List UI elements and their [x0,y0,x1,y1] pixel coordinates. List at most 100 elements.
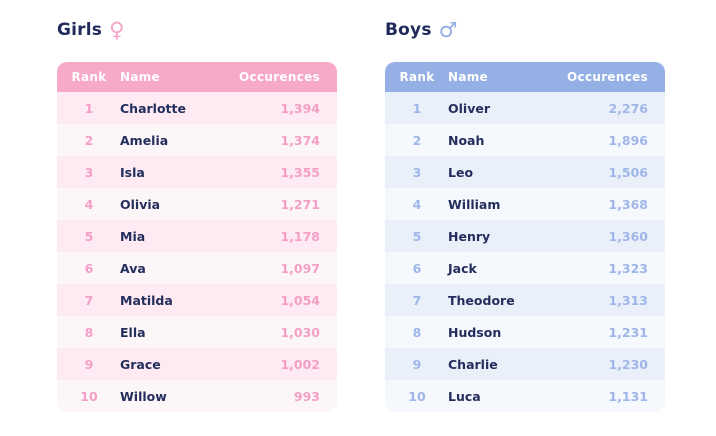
occurrences-cell: 993 [293,388,320,404]
occurrences-cell: 2,276 [608,100,648,116]
rank-cell: 8 [84,324,94,340]
occurrences-column-header: Occurences [239,70,320,84]
occurrences-cell: 1,230 [608,356,648,372]
boys-table-panel: Boys ♂ Rank Name Occurences 1 Oliver 2,276… [385,16,665,412]
occurrences-cell: 1,896 [608,132,648,148]
girls-title: Girls [57,20,103,40]
occurrences-cell: 1,394 [280,100,320,116]
rank-cell: 2 [84,132,94,148]
name-cell: Charlotte [120,100,186,116]
name-cell: Ella [120,324,146,340]
name-cell: Theodore [448,292,515,308]
rank-cell: 8 [412,324,422,340]
name-cell: William [448,196,501,212]
occurrences-cell: 1,368 [608,196,648,212]
occurrences-cell: 1,313 [608,292,648,308]
name-cell: Hudson [448,324,502,340]
table-row: 6 Jack 1,323 [385,252,665,284]
occurrences-cell: 1,054 [280,292,320,308]
table-row: 3 Isla 1,355 [57,156,337,188]
rank-cell: 3 [412,164,422,180]
occurrences-cell: 1,506 [608,164,648,180]
occurrences-cell: 1,131 [608,388,648,404]
rank-cell: 3 [84,164,94,180]
table-row: 5 Henry 1,360 [385,220,665,252]
name-cell: Matilda [120,292,173,308]
rank-cell: 7 [84,292,94,308]
rank-cell: 1 [412,100,422,116]
tables-container: Girls ♀ Rank Name Occurences 1 Charlotte 1… [57,16,665,412]
boys-table-body: 1 Oliver 2,276 2 Noah 1,896 3 Leo 1,506 4 William 1… [385,92,665,412]
occurrences-cell: 1,374 [280,132,320,148]
name-cell: Noah [448,132,485,148]
occurrences-cell: 1,178 [280,228,320,244]
name-column-header: Name [448,70,488,84]
rank-cell: 9 [84,356,94,372]
boys-title-row: Boys ♂ [385,16,665,44]
name-column-header: Name [120,70,160,84]
name-cell: Ava [120,260,146,276]
table-row: 10 Willow 993 [57,380,337,412]
occurrences-cell: 1,231 [608,324,648,340]
name-cell: Luca [448,388,481,404]
name-cell: Grace [120,356,161,372]
rank-cell: 5 [412,228,422,244]
boys-title: Boys [385,20,432,40]
table-row: 5 Mia 1,178 [57,220,337,252]
name-cell: Mia [120,228,146,244]
girls-table: Rank Name Occurences 1 Charlotte 1,394 2 Ame… [57,62,337,412]
occurrences-column-header: Occurences [567,70,648,84]
name-cell: Olivia [120,196,161,212]
rank-cell: 5 [84,228,94,244]
table-row: 9 Charlie 1,230 [385,348,665,380]
name-cell: Henry [448,228,491,244]
table-row: 7 Theodore 1,313 [385,284,665,316]
rank-cell: 1 [84,100,94,116]
table-row: 4 Olivia 1,271 [57,188,337,220]
table-row: 1 Oliver 2,276 [385,92,665,124]
table-row: 10 Luca 1,131 [385,380,665,412]
male-sign-icon: ♂ [438,17,458,42]
rank-cell: 4 [412,196,422,212]
rank-cell: 9 [412,356,422,372]
occurrences-cell: 1,355 [280,164,320,180]
table-row: 2 Amelia 1,374 [57,124,337,156]
table-row: 8 Hudson 1,231 [385,316,665,348]
name-cell: Leo [448,164,474,180]
rank-cell: 7 [412,292,422,308]
rank-cell: 2 [412,132,422,148]
boys-table: Rank Name Occurences 1 Oliver 2,276 2 Noah 1,… [385,62,665,412]
table-row: 8 Ella 1,030 [57,316,337,348]
name-cell: Charlie [448,356,498,372]
table-header: Rank Name Occurences [57,62,337,92]
occurrences-cell: 1,323 [608,260,648,276]
female-sign-icon: ♀ [109,17,125,42]
rank-cell: 10 [80,388,98,404]
girls-table-body: 1 Charlotte 1,394 2 Amelia 1,374 3 Isla 1,355 4 Ol… [57,92,337,412]
occurrences-cell: 1,271 [280,196,320,212]
rank-cell: 10 [408,388,426,404]
rank-cell: 6 [84,260,94,276]
rank-cell: 4 [84,196,94,212]
girls-title-row: Girls ♀ [57,16,337,44]
girls-table-panel: Girls ♀ Rank Name Occurences 1 Charlotte 1… [57,16,337,412]
table-row: 3 Leo 1,506 [385,156,665,188]
occurrences-cell: 1,030 [280,324,320,340]
table-row: 1 Charlotte 1,394 [57,92,337,124]
table-row: 2 Noah 1,896 [385,124,665,156]
name-cell: Oliver [448,100,490,116]
table-row: 7 Matilda 1,054 [57,284,337,316]
rank-column-header: Rank [399,70,435,84]
occurrences-cell: 1,360 [608,228,648,244]
table-row: 6 Ava 1,097 [57,252,337,284]
rank-column-header: Rank [71,70,107,84]
table-header: Rank Name Occurences [385,62,665,92]
occurrences-cell: 1,097 [280,260,320,276]
name-cell: Amelia [120,132,169,148]
table-row: 9 Grace 1,002 [57,348,337,380]
name-cell: Willow [120,388,167,404]
occurrences-cell: 1,002 [280,356,320,372]
name-cell: Jack [448,260,477,276]
rank-cell: 6 [412,260,422,276]
